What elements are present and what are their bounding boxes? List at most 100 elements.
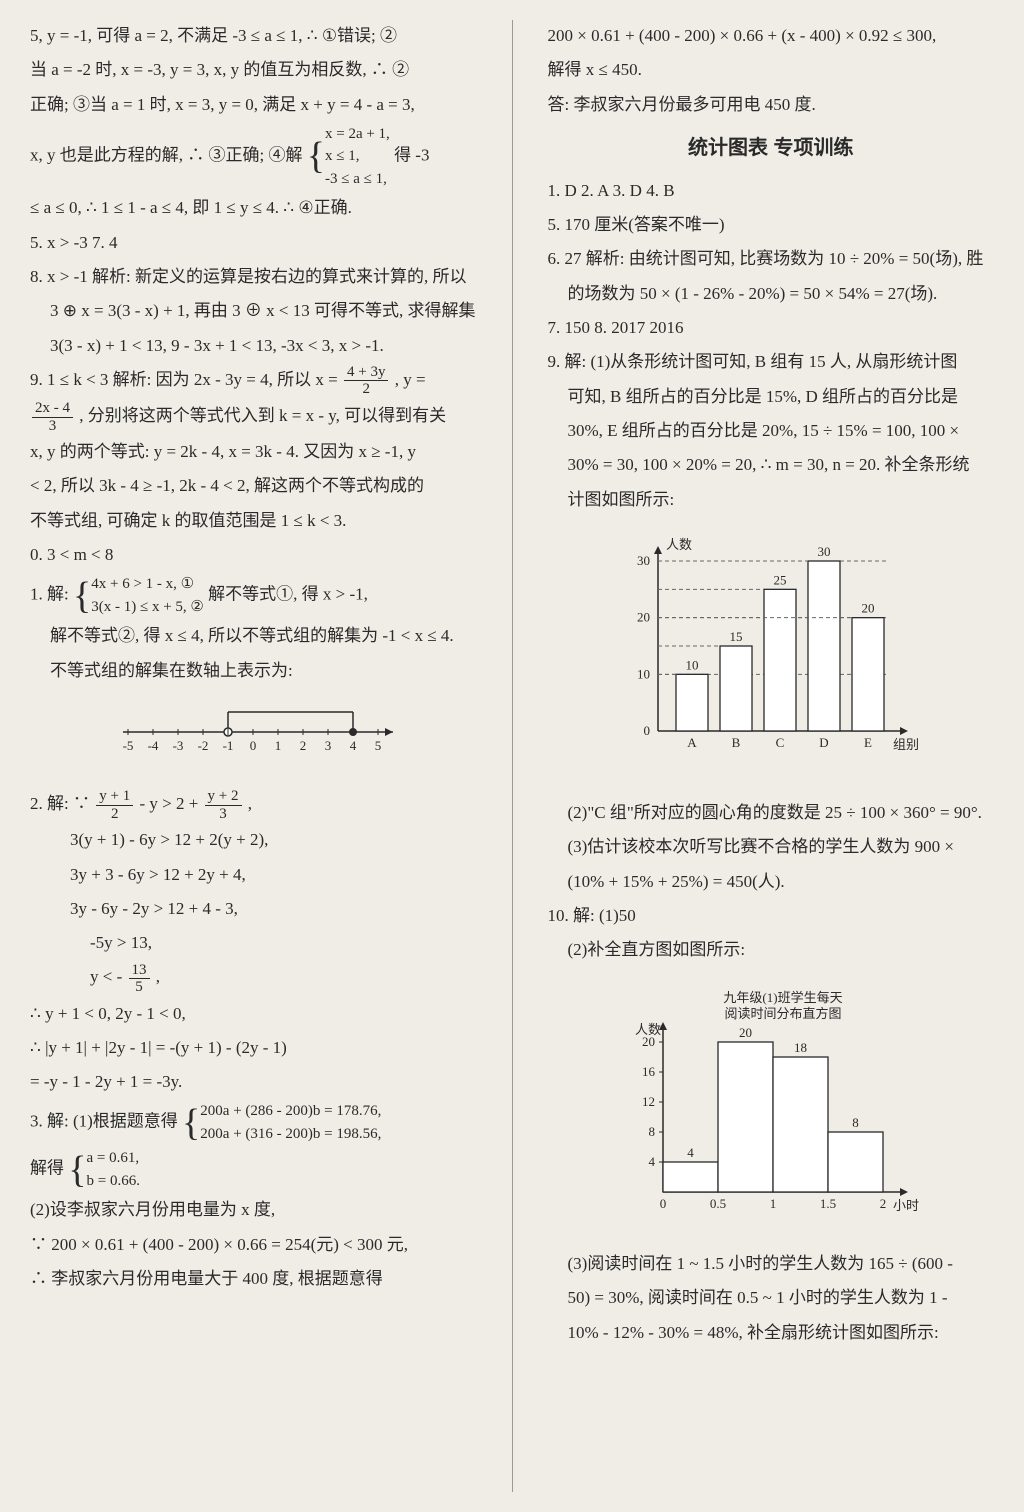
numerator: y + 2 (205, 788, 242, 806)
svg-text:15: 15 (729, 629, 742, 644)
svg-text:2: 2 (300, 738, 307, 753)
text-line: -5y > 13, (30, 927, 477, 959)
text: 解不等式①, 得 x > -1, (208, 585, 368, 604)
text-line: 可知, B 组所占的百分比是 15%, D 组所占的百分比是 (548, 381, 995, 413)
svg-text:0: 0 (659, 1196, 666, 1211)
text-line: 1. D 2. A 3. D 4. B (548, 175, 995, 207)
fraction: 13 5 (129, 962, 150, 996)
svg-text:小时: 小时 (893, 1198, 919, 1213)
fraction: 2x - 4 3 (32, 400, 73, 434)
text-line: ∵ 200 × 0.61 + (400 - 200) × 0.66 = 254(… (30, 1229, 477, 1261)
text-line: x, y 的两个等式: y = 2k - 4, x = 3k - 4. 又因为 … (30, 436, 477, 468)
text-line: 30% = 30, 100 × 20% = 20, ∴ m = 30, n = … (548, 449, 995, 481)
svg-text:20: 20 (637, 610, 650, 625)
svg-text:-1: -1 (223, 738, 234, 753)
svg-text:1: 1 (275, 738, 282, 753)
text-line: 9. 1 ≤ k < 3 解析: 因为 2x - 3y = 4, 所以 x = … (30, 364, 477, 398)
text-line: 解不等式②, 得 x ≤ 4, 所以不等式组的解集为 -1 < x ≤ 4. (30, 620, 477, 652)
text-line: 的场数为 50 × (1 - 26% - 20%) = 50 × 54% = 2… (548, 278, 995, 310)
svg-text:8: 8 (648, 1124, 655, 1139)
text: 得 -3 (394, 146, 429, 165)
eq: 3(x - 1) ≤ x + 5, ② (91, 599, 204, 615)
text: x, y 也是此方程的解, ∴ ③正确; ④解 (30, 146, 302, 165)
svg-text:2: 2 (879, 1196, 886, 1211)
text-line: 10. 解: (1)50 (548, 900, 995, 932)
fraction: 4 + 3y 2 (344, 364, 388, 398)
svg-text:30: 30 (637, 553, 650, 568)
text-line: 200 × 0.61 + (400 - 200) × 0.66 + (x - 4… (548, 20, 995, 52)
text-line: 6. 27 解析: 由统计图可知, 比赛场数为 10 ÷ 20% = 50(场)… (548, 243, 995, 275)
text-line: 9. 解: (1)从条形统计图可知, B 组有 15 人, 从扇形统计图 (548, 346, 995, 378)
svg-text:10: 10 (637, 666, 650, 681)
svg-text:C: C (775, 735, 784, 750)
text-line: ≤ a ≤ 0, ∴ 1 ≤ 1 - a ≤ 4, 即 1 ≤ y ≤ 4. ∴… (30, 192, 477, 224)
text: , (248, 794, 252, 813)
eq: x = 2a + 1, (325, 126, 390, 142)
svg-text:0.5: 0.5 (709, 1196, 725, 1211)
eq: b = 0.66. (87, 1173, 140, 1189)
svg-text:5: 5 (375, 738, 382, 753)
denominator: 3 (205, 806, 242, 823)
text: , 分别将这两个等式代入到 k = x - y, 可以得到有关 (79, 406, 446, 425)
svg-text:0: 0 (643, 723, 650, 738)
text-line: (2)"C 组"所对应的圆心角的度数是 25 ÷ 100 × 360° = 90… (548, 797, 995, 829)
denominator: 3 (32, 418, 73, 435)
svg-text:人数: 人数 (666, 537, 692, 552)
svg-text:12: 12 (642, 1094, 655, 1109)
svg-text:20: 20 (861, 601, 874, 616)
text-line: 50) = 30%, 阅读时间在 0.5 ~ 1 小时的学生人数为 1 - (548, 1282, 995, 1314)
numerator: 2x - 4 (32, 400, 73, 418)
svg-text:E: E (864, 735, 872, 750)
section-title: 统计图表 专项训练 (548, 129, 995, 167)
svg-text:-4: -4 (148, 738, 159, 753)
text-line: 5. x > -3 7. 4 (30, 227, 477, 259)
svg-text:20: 20 (642, 1034, 655, 1049)
bar-chart-groups: 人数组别010203010A15B25C30D20E (608, 531, 995, 782)
text-line: 0. 3 < m < 8 (30, 539, 477, 571)
text-line: 计图如图所示: (548, 484, 995, 516)
svg-text:-5: -5 (123, 738, 134, 753)
eq: 4x + 6 > 1 - x, ① (91, 576, 194, 592)
text: , y = (395, 370, 426, 389)
brace-system: { 200a + (286 - 200)b = 178.76, 200a + (… (182, 1100, 381, 1145)
numerator: 4 + 3y (344, 364, 388, 382)
text: 9. 1 ≤ k < 3 解析: 因为 2x - 3y = 4, 所以 x = (30, 370, 342, 389)
svg-text:九年级(1)班学生每天: 九年级(1)班学生每天 (723, 990, 842, 1005)
svg-text:30: 30 (817, 544, 830, 559)
text-line: 解得 { a = 0.61, b = 0.66. (30, 1147, 477, 1192)
svg-text:B: B (731, 735, 740, 750)
text-line: 3(y + 1) - 6y > 12 + 2(y + 2), (30, 824, 477, 856)
denominator: 2 (344, 381, 388, 398)
right-column: 200 × 0.61 + (400 - 200) × 0.66 + (x - 4… (548, 20, 995, 1492)
eq: 200a + (286 - 200)b = 178.76, (200, 1103, 381, 1119)
text: , (156, 967, 160, 986)
histogram-reading: 九年级(1)班学生每天阅读时间分布直方图人数小时4812162042018800… (608, 982, 995, 1233)
text-line: 7. 150 8. 2017 2016 (548, 312, 995, 344)
text: - y > 2 + (139, 794, 202, 813)
text-line: 2x - 4 3 , 分别将这两个等式代入到 k = x - y, 可以得到有关 (30, 400, 477, 434)
text-line: 不等式组, 可确定 k 的取值范围是 1 ≤ k < 3. (30, 505, 477, 537)
svg-text:8: 8 (852, 1115, 859, 1130)
text-line: (3)阅读时间在 1 ~ 1.5 小时的学生人数为 165 ÷ (600 - (548, 1248, 995, 1280)
eq: 200a + (316 - 200)b = 198.56, (200, 1126, 381, 1142)
text-line: (2)补全直方图如图所示: (548, 934, 995, 966)
svg-text:组别: 组别 (893, 737, 919, 752)
text-line: 3y - 6y - 2y > 12 + 4 - 3, (30, 893, 477, 925)
text: 解得 (30, 1159, 64, 1178)
fraction: y + 2 3 (205, 788, 242, 822)
svg-text:4: 4 (350, 738, 357, 753)
text-line: 解得 x ≤ 450. (548, 54, 995, 86)
number-line: -5-4-3-2-1012345 (113, 702, 393, 773)
text-line: 3 ⊕ x = 3(3 - x) + 1, 再由 3 ⊕ x < 13 可得不等… (30, 295, 477, 327)
text: y < - (90, 967, 122, 986)
svg-text:A: A (687, 735, 697, 750)
svg-text:16: 16 (642, 1064, 656, 1079)
text-line: 正确; ③当 a = 1 时, x = 3, y = 0, 满足 x + y =… (30, 89, 477, 121)
svg-text:-2: -2 (198, 738, 209, 753)
text-line: ∴ 李叔家六月份用电量大于 400 度, 根据题意得 (30, 1263, 477, 1295)
text-line: 当 a = -2 时, x = -3, y = 3, x, y 的值互为相反数,… (30, 54, 477, 86)
text-line: 答: 李叔家六月份最多可用电 450 度. (548, 89, 995, 121)
text-line: (10% + 15% + 25%) = 450(人). (548, 866, 995, 898)
brace-system: { 4x + 6 > 1 - x, ① 3(x - 1) ≤ x + 5, ② (73, 573, 204, 618)
text-line: (2)设李叔家六月份用电量为 x 度, (30, 1194, 477, 1226)
